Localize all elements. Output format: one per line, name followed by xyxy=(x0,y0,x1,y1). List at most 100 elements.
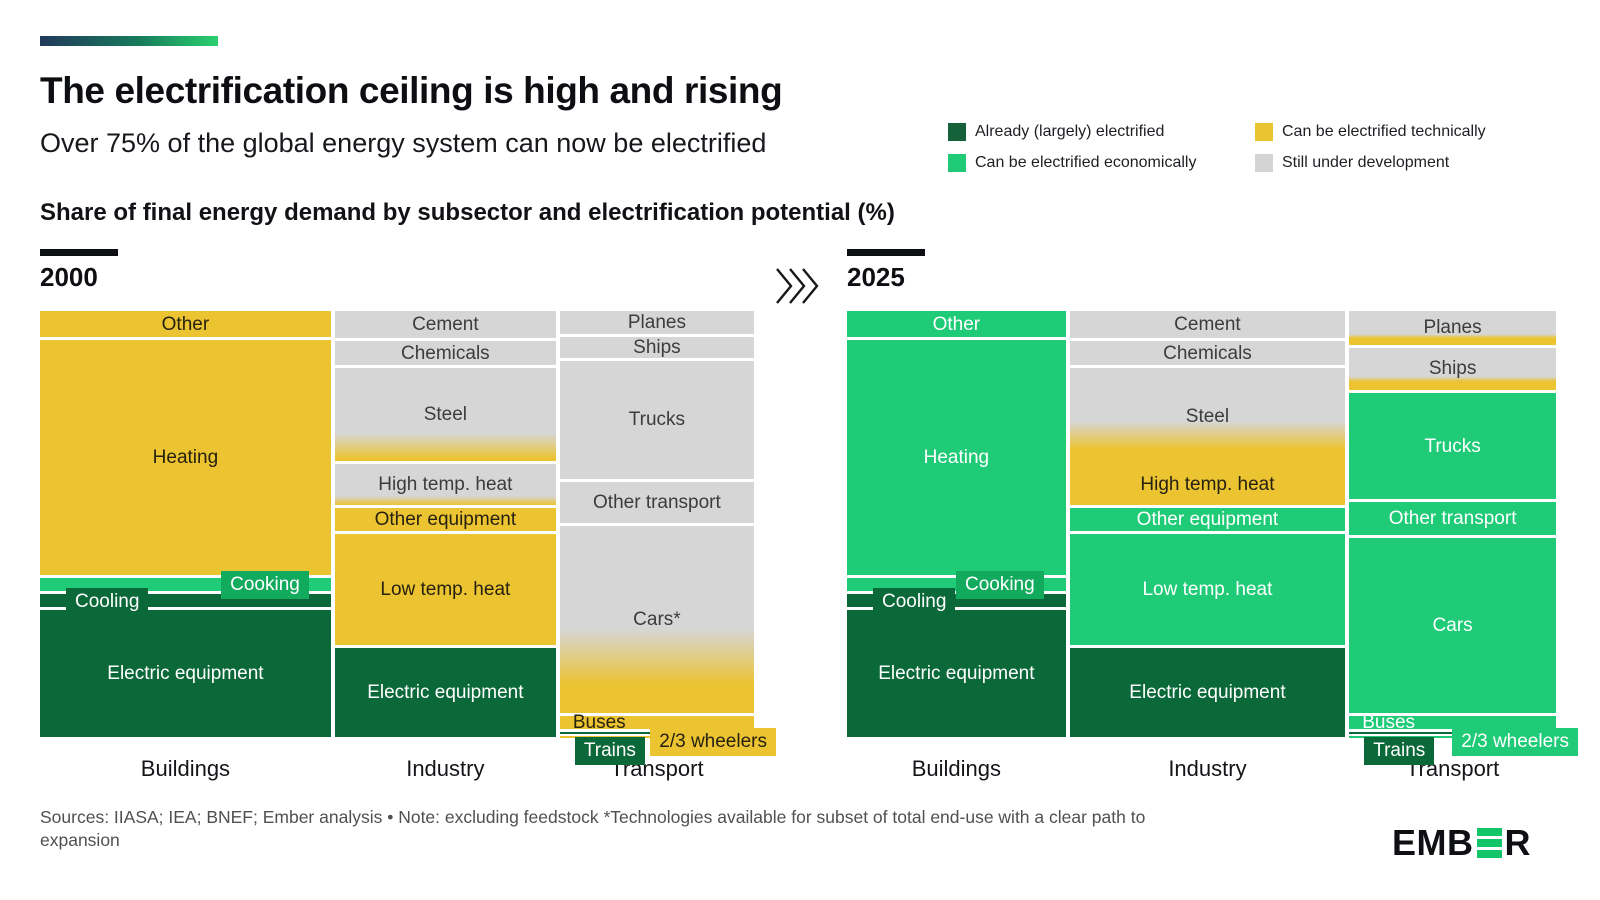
mekko-segment: Heating xyxy=(847,340,1066,576)
logo-text-right: R xyxy=(1504,822,1531,863)
segment-label-tag: Trains xyxy=(574,737,645,765)
mekko-segment: Low temp. heat xyxy=(1069,534,1346,645)
segment-label-tag: Cooling xyxy=(66,588,149,617)
mekko-chart-2025: Other Heating Cooking Cooling Electric equip… xyxy=(847,311,1578,781)
segment-label: Trucks xyxy=(1424,435,1481,457)
legend-label: Already (largely) electrified xyxy=(975,123,1165,140)
mekko-column-transport: Planes Ships Trucks Other transport Cars* Bus… xyxy=(559,311,776,781)
segment-label: Low temp. heat xyxy=(380,578,511,600)
segment-label: Other transport xyxy=(1388,508,1517,530)
mekko-segment: Chemicals xyxy=(1069,341,1346,366)
mekko-segment: High temp. heat xyxy=(334,464,556,506)
mekko-segment: Other equipment xyxy=(334,508,556,532)
segment-label: Planes xyxy=(627,311,686,333)
segment-label: Cars* xyxy=(633,608,681,630)
column-label: Industry xyxy=(1168,756,1247,781)
mekko-segment: Cars* xyxy=(559,525,754,713)
segment-label-tag: Cooling xyxy=(873,588,956,617)
segment-label: Electric equipment xyxy=(107,662,264,684)
source-note: Sources: IIASA; IEA; BNEF; Ember analysi… xyxy=(40,807,1146,851)
column-label: Industry xyxy=(406,756,485,781)
segment-label: High temp. heat xyxy=(1140,474,1275,496)
year-underline-2025 xyxy=(847,249,925,256)
segment-label: Cars xyxy=(1432,615,1473,637)
mekko-segment: Heating xyxy=(40,340,331,576)
mekko-segment: Buses xyxy=(559,712,754,734)
legend-swatch-yellow xyxy=(1255,123,1273,141)
legend-swatch-gray xyxy=(1255,154,1273,172)
segment-label: Electric equipment xyxy=(1129,681,1286,703)
segment-label: Low temp. heat xyxy=(1142,578,1273,600)
segment-label: Planes xyxy=(1423,317,1482,339)
mekko-segment: Ships xyxy=(1349,347,1556,390)
fast-forward-icon xyxy=(776,268,819,304)
year-label-2000: 2000 xyxy=(40,262,98,292)
mekko-column-industry: Cement Chemicals Steel High temp. heat Other… xyxy=(334,311,556,781)
mekko-segment: Cement xyxy=(1069,311,1346,339)
mekko-segment: Other xyxy=(847,311,1066,338)
mekko-segment: Cement xyxy=(334,311,556,339)
segment-label: High temp. heat xyxy=(378,474,513,496)
segment-label: Other equipment xyxy=(1136,509,1279,531)
mekko-segment: Planes xyxy=(559,311,754,334)
legend-label: Can be electrified technically xyxy=(1282,123,1486,140)
logo-text-left: EMB xyxy=(1392,822,1474,863)
segment-label: Buses xyxy=(572,712,626,734)
segment-label: Chemicals xyxy=(1163,342,1252,364)
segment-label: Ships xyxy=(633,336,681,358)
mekko-column-buildings: Other Heating Cooking Cooling Electric equip… xyxy=(847,311,1066,781)
segment-label: Buses xyxy=(1362,712,1416,734)
segment-label: Cement xyxy=(1174,314,1241,335)
mekko-segment: Steel xyxy=(334,368,556,462)
legend-item-economically: Can be electrified economically xyxy=(948,154,1255,172)
mekko-chart-2000: Other Heating Cooking Cooling Electric equip… xyxy=(40,311,776,781)
segment-label: Steel xyxy=(423,404,467,426)
mekko-segment: Electric equipment xyxy=(40,609,331,737)
mekko-segment: Chemicals xyxy=(334,341,556,366)
segment-label: Cement xyxy=(412,314,479,335)
segment-label: Electric equipment xyxy=(878,662,1035,684)
mekko-segment: Trucks xyxy=(559,360,754,479)
mekko-segment: Cars xyxy=(1349,538,1556,713)
mekko-segment: Other transport xyxy=(1349,502,1556,536)
year-label-2025: 2025 xyxy=(847,262,905,292)
segment-label-tag: Trains xyxy=(1364,737,1435,765)
legend-label: Can be electrified economically xyxy=(975,154,1197,171)
mekko-segment: Planes xyxy=(1349,311,1556,345)
segment-label: Steel xyxy=(1185,405,1230,427)
chart-title: Share of final energy demand by subsecto… xyxy=(40,199,895,226)
legend-item-under-development: Still under development xyxy=(1255,154,1568,172)
legend-item-already-electrified: Already (largely) electrified xyxy=(948,123,1255,141)
mekko-segment: Electric equipment xyxy=(334,647,556,737)
mekko-segment: Low temp. heat xyxy=(334,534,556,645)
year-underline-2000 xyxy=(40,249,118,256)
segment-label-tag: Cooking xyxy=(955,571,1044,600)
legend-swatch-bright-green xyxy=(948,154,966,172)
mekko-segment: Other equipment xyxy=(1069,508,1346,532)
segment-label-tag: 2/3 wheelers xyxy=(650,728,776,756)
legend-swatch-dark-green xyxy=(948,123,966,141)
segment-label: Other transport xyxy=(593,491,721,513)
segment-label-tag: Cooking xyxy=(221,571,309,600)
segment-label: Other xyxy=(932,313,981,335)
column-label: Buildings xyxy=(911,756,1001,781)
page-subtitle: Over 75% of the global energy system can… xyxy=(40,128,767,158)
mekko-segment: Electric equipment xyxy=(1069,647,1346,737)
segment-label: Trucks xyxy=(628,409,686,431)
legend-item-technically: Can be electrified technically xyxy=(1255,123,1568,141)
ember-logo: EMB R xyxy=(1392,822,1531,864)
mekko-segment: Ships xyxy=(559,336,754,358)
mekko-segment: Electric equipment xyxy=(847,609,1066,737)
segment-label: Heating xyxy=(152,447,219,469)
segment-label: Other equipment xyxy=(374,509,517,531)
mekko-segment: Trucks xyxy=(1349,392,1556,500)
page-title: The electrification ceiling is high and … xyxy=(40,70,783,111)
segment-label: Heating xyxy=(923,447,990,469)
mekko-column-industry: Cement Chemicals Steel High temp. heat Other… xyxy=(1069,311,1346,781)
mekko-segment: Steel xyxy=(1069,368,1346,465)
mekko-segment: High temp. heat xyxy=(1069,464,1346,506)
mekko-segment: Other xyxy=(40,311,331,338)
mekko-column-buildings: Other Heating Cooking Cooling Electric equip… xyxy=(40,311,331,781)
mekko-segment: Buses xyxy=(1349,712,1556,734)
